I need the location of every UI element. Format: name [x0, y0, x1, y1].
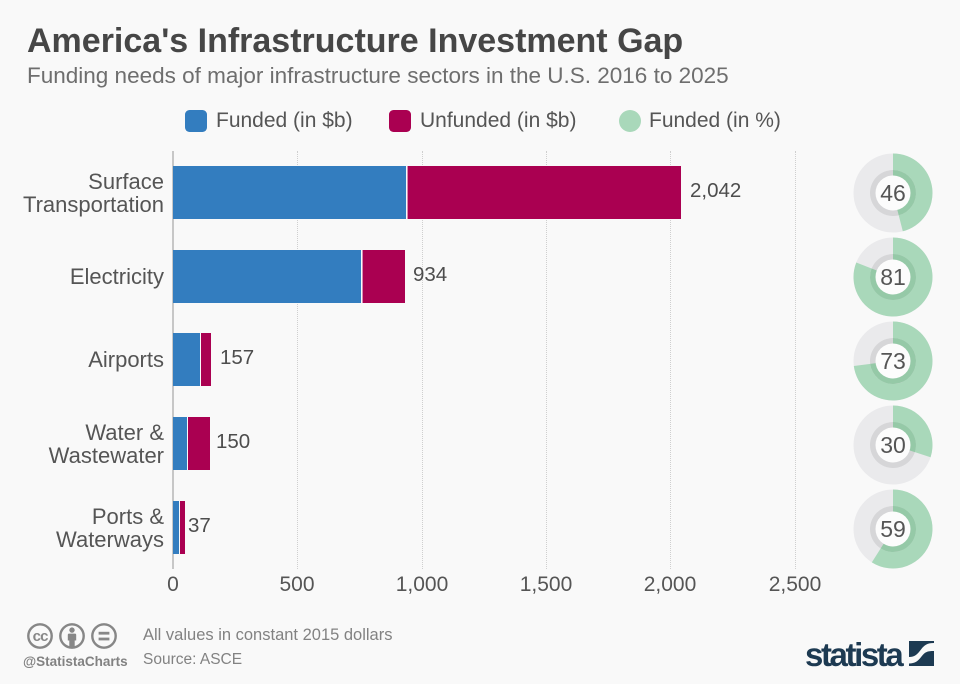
svg-text:cc: cc	[33, 628, 49, 645]
